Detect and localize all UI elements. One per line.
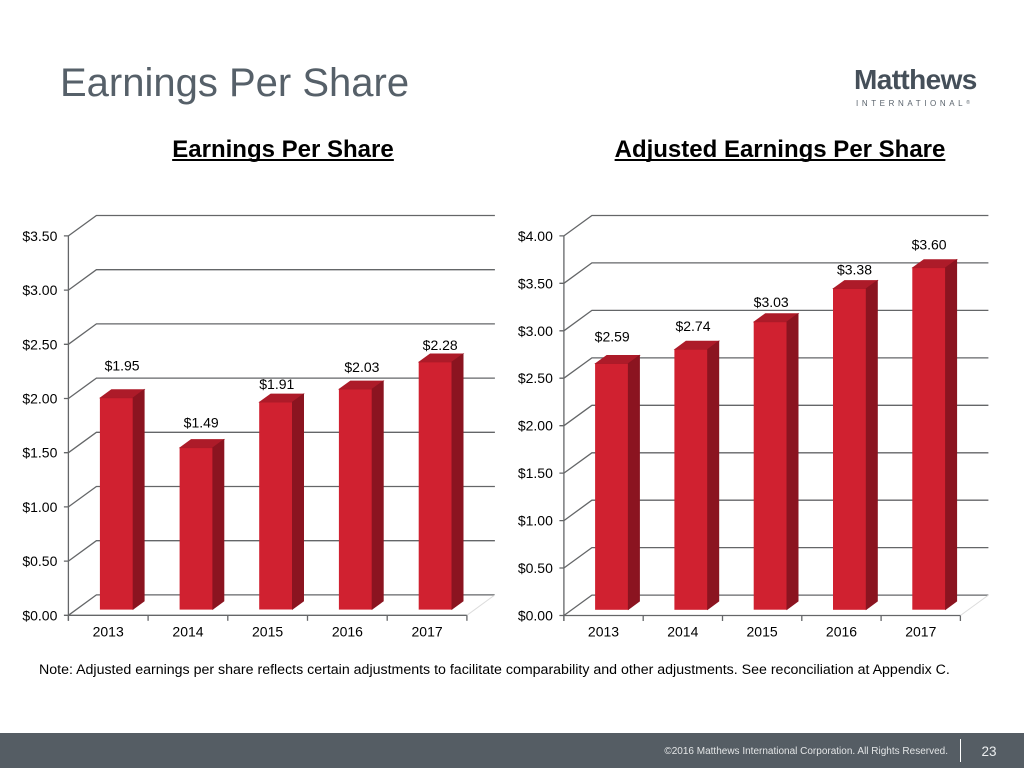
svg-text:$1.49: $1.49: [184, 414, 219, 430]
svg-text:$0.00: $0.00: [518, 608, 553, 624]
svg-text:2014: 2014: [172, 624, 203, 640]
svg-text:$3.50: $3.50: [518, 275, 553, 291]
svg-text:2013: 2013: [93, 624, 124, 640]
svg-text:$3.60: $3.60: [912, 237, 947, 253]
svg-text:2015: 2015: [252, 624, 283, 640]
svg-text:$2.03: $2.03: [344, 359, 379, 375]
svg-text:$2.00: $2.00: [22, 391, 57, 407]
svg-text:$3.00: $3.00: [22, 282, 57, 298]
svg-text:$2.50: $2.50: [22, 336, 57, 352]
svg-text:$0.50: $0.50: [518, 560, 553, 576]
svg-text:2017: 2017: [905, 624, 936, 640]
svg-text:2016: 2016: [332, 624, 363, 640]
svg-text:$1.91: $1.91: [259, 376, 294, 392]
svg-text:$2.59: $2.59: [595, 329, 630, 345]
svg-text:2014: 2014: [667, 624, 698, 640]
svg-text:$3.50: $3.50: [22, 228, 57, 244]
svg-text:2016: 2016: [826, 624, 857, 640]
svg-text:$0.00: $0.00: [22, 607, 57, 623]
svg-text:2017: 2017: [412, 624, 443, 640]
svg-text:2013: 2013: [588, 624, 619, 640]
svg-text:$1.50: $1.50: [22, 445, 57, 461]
svg-text:$2.74: $2.74: [675, 318, 710, 334]
svg-text:$0.50: $0.50: [22, 553, 57, 569]
svg-text:$4.00: $4.00: [518, 228, 553, 244]
svg-text:$1.95: $1.95: [105, 358, 140, 374]
svg-text:$2.00: $2.00: [518, 418, 553, 434]
svg-text:$1.50: $1.50: [518, 465, 553, 481]
svg-text:$1.00: $1.00: [22, 499, 57, 515]
svg-text:$3.38: $3.38: [837, 262, 872, 278]
svg-text:$2.50: $2.50: [518, 370, 553, 386]
svg-text:2015: 2015: [747, 624, 778, 640]
svg-text:$3.03: $3.03: [754, 294, 789, 310]
svg-text:$3.00: $3.00: [518, 323, 553, 339]
svg-text:$1.00: $1.00: [518, 513, 553, 529]
svg-text:$2.28: $2.28: [423, 337, 458, 353]
